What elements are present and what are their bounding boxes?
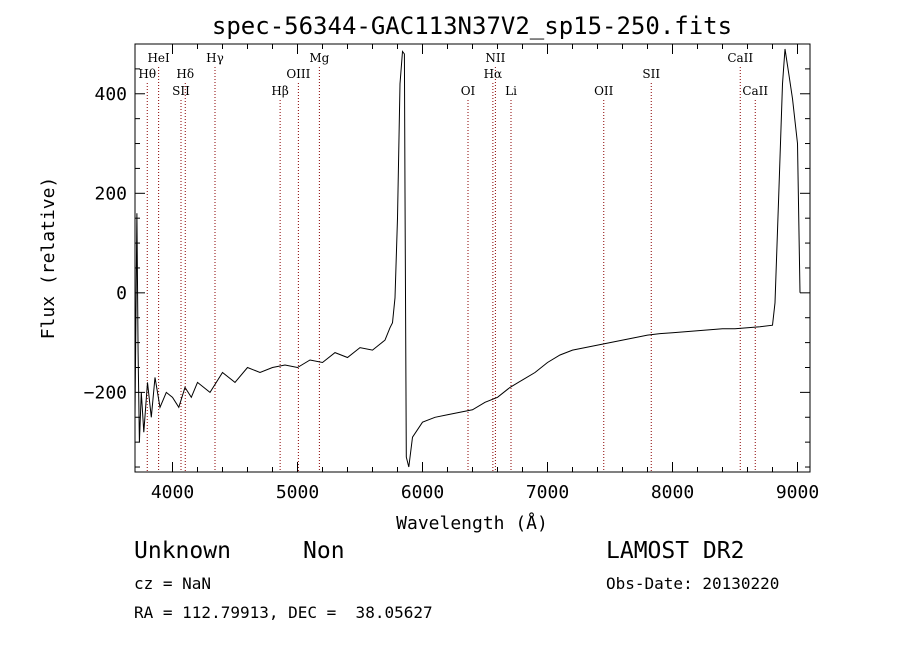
y-axis-label: Flux (relative) <box>38 177 59 340</box>
x-tick-label: 8000 <box>651 482 694 503</box>
line-marker-label: HeI <box>147 51 170 65</box>
line-marker-label: Hδ <box>176 67 194 81</box>
y-tick-label: 400 <box>94 84 127 105</box>
line-marker-label: CaII <box>727 51 753 65</box>
x-tick-label: 4000 <box>151 482 194 503</box>
line-marker-label: OI <box>461 84 476 98</box>
line-marker-label: SII <box>642 67 660 81</box>
y-tick-label: 200 <box>94 183 127 204</box>
line-marker-label: CaII <box>742 84 768 98</box>
class-name: Unknown <box>134 538 231 564</box>
line-marker-label: OII <box>594 84 614 98</box>
line-marker-label: NII <box>485 51 505 65</box>
line-marker-label: Hβ <box>271 84 288 98</box>
subclass-name: Non <box>303 538 345 564</box>
line-marker-label: Hθ <box>138 67 156 81</box>
line-marker-label: Mg <box>309 51 329 65</box>
ra-dec: RA = 112.79913, DEC = 38.05627 <box>134 603 433 622</box>
spectrum-line <box>134 48 801 468</box>
spectrum-series <box>134 48 801 468</box>
x-tick-label: 7000 <box>526 482 569 503</box>
x-axis-label: Wavelength (Å) <box>396 512 548 534</box>
y-tick-label: −200 <box>84 382 127 403</box>
redshift-cz: cz = NaN <box>134 574 212 593</box>
survey-name: LAMOST DR2 <box>606 538 745 564</box>
x-tick-label: 9000 <box>776 482 819 503</box>
line-marker-label: SII <box>172 84 190 98</box>
x-tick-label: 5000 <box>276 482 319 503</box>
line-marker-label: Hα <box>484 67 503 81</box>
line-marker-label: Li <box>505 84 517 98</box>
y-tick-label: 0 <box>116 283 127 304</box>
obs-date: Obs-Date: 20130220 <box>606 574 780 593</box>
axes: 4000 5000 6000 7000 8000 9000 −200 0 200 400 <box>84 43 819 503</box>
line-marker-label: Hγ <box>206 51 224 65</box>
x-tick-label: 6000 <box>401 482 444 503</box>
line-marker-label: OIII <box>286 67 310 81</box>
chart-title: spec-56344-GAC113N37V2_sp15-250.fits <box>212 12 732 40</box>
plot-frame <box>134 43 811 473</box>
